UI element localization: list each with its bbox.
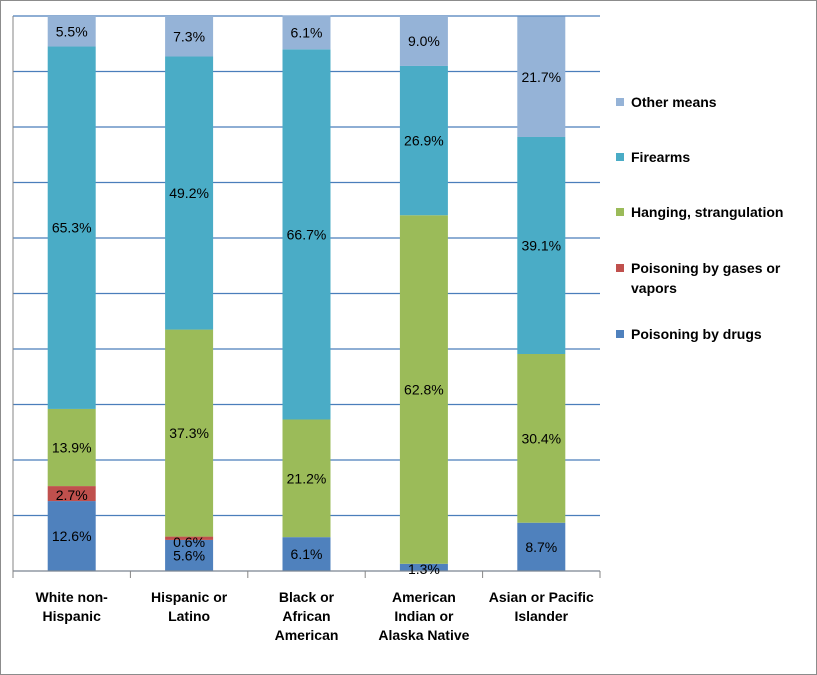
data-label: 7.3% (173, 28, 205, 44)
data-label: 5.6% (173, 547, 205, 563)
category-label: Hispanic or Latino (134, 588, 244, 626)
category-label-line: American (391, 589, 456, 605)
bar-segment (399, 16, 448, 66)
bar-segment (165, 329, 214, 537)
category-label-line: Islander (514, 608, 569, 624)
legend-item: Firearms (616, 147, 817, 167)
bar-segment (282, 537, 331, 571)
category-label-line: Latino (168, 608, 211, 624)
data-label: 39.1% (521, 237, 561, 253)
data-label: 21.7% (521, 69, 561, 85)
bar-segment (399, 563, 448, 571)
data-label: 30.4% (521, 430, 561, 446)
category-label-line: American (274, 627, 339, 643)
axes (12, 16, 601, 578)
bar-segment (165, 56, 214, 330)
legend-label: Poisoning by gases or vapors (631, 260, 781, 296)
category-label-line: Hispanic (42, 608, 101, 624)
bar-segment (47, 501, 96, 571)
legend-item: Poisoning by gases or vapors (616, 258, 817, 298)
bar-segment (517, 136, 566, 354)
data-label: 2.7% (56, 487, 88, 503)
legend-label: Hanging, strangulation (631, 204, 784, 220)
category-label-line: African (282, 608, 331, 624)
bar-segment (282, 419, 331, 538)
data-label: 37.3% (169, 425, 209, 441)
bar-segment (165, 539, 214, 571)
data-label: 66.7% (287, 226, 327, 242)
legend-swatch (616, 330, 624, 338)
legend-item: Other means (616, 92, 817, 112)
data-labels: 12.6% 2.7% 13.9% 65.3% 5.5% 5.6%0.6% 37.3% 49.2… (52, 23, 561, 577)
data-label: 21.2% (287, 470, 327, 486)
category-label-line: White non- (35, 589, 108, 605)
bar-segment (399, 65, 448, 216)
data-label: 8.7% (525, 539, 557, 555)
category-label: Asian or Pacific Islander (486, 588, 596, 626)
category-label: Black or African American (252, 588, 362, 645)
data-label: 9.0% (408, 33, 440, 49)
data-label: 6.1% (291, 546, 323, 562)
bar-segment (47, 16, 96, 47)
data-label: 49.2% (169, 185, 209, 201)
legend-item: Hanging, strangulation (616, 202, 817, 222)
data-label: 5.5% (56, 23, 88, 39)
category-label-line: Hispanic or (150, 589, 228, 605)
bar-segment (282, 49, 331, 420)
category-label-line: Asian or Pacific (488, 589, 594, 605)
bar-segment (47, 408, 96, 487)
data-label: 0.6% (173, 534, 205, 550)
bar-segment (517, 522, 566, 571)
legend-swatch (616, 98, 624, 106)
bars (47, 15, 566, 571)
category-label-line: Alaska Native (378, 627, 470, 643)
bar-segment (165, 536, 214, 540)
bar-segment (282, 15, 331, 50)
legend-item: Poisoning by drugs (616, 324, 817, 344)
category-label-line: Indian or (394, 608, 454, 624)
legend-swatch (616, 153, 624, 161)
legend-label: Firearms (631, 149, 691, 165)
data-label: 26.9% (404, 133, 444, 149)
category-label: White non- Hispanic (17, 588, 127, 626)
data-label: 62.8% (404, 382, 444, 398)
bar-segment (47, 486, 96, 502)
bar-segment (517, 16, 566, 137)
category-label-line: Black or (278, 589, 335, 605)
bar-segment (399, 215, 448, 564)
data-label: 13.9% (52, 440, 92, 456)
data-label: 65.3% (52, 220, 92, 236)
data-label: 6.1% (291, 24, 323, 40)
data-label: 1.3% (408, 561, 440, 577)
bar-segment (47, 46, 96, 409)
bar-segment (165, 16, 214, 57)
data-label: 12.6% (52, 528, 92, 544)
legend-label: Other means (631, 94, 717, 110)
bar-segment (517, 353, 566, 523)
legend-swatch (616, 208, 624, 216)
category-label: American Indian or Alaska Native (369, 588, 479, 645)
legend-label: Poisoning by drugs (631, 326, 762, 342)
legend-swatch (616, 264, 624, 272)
